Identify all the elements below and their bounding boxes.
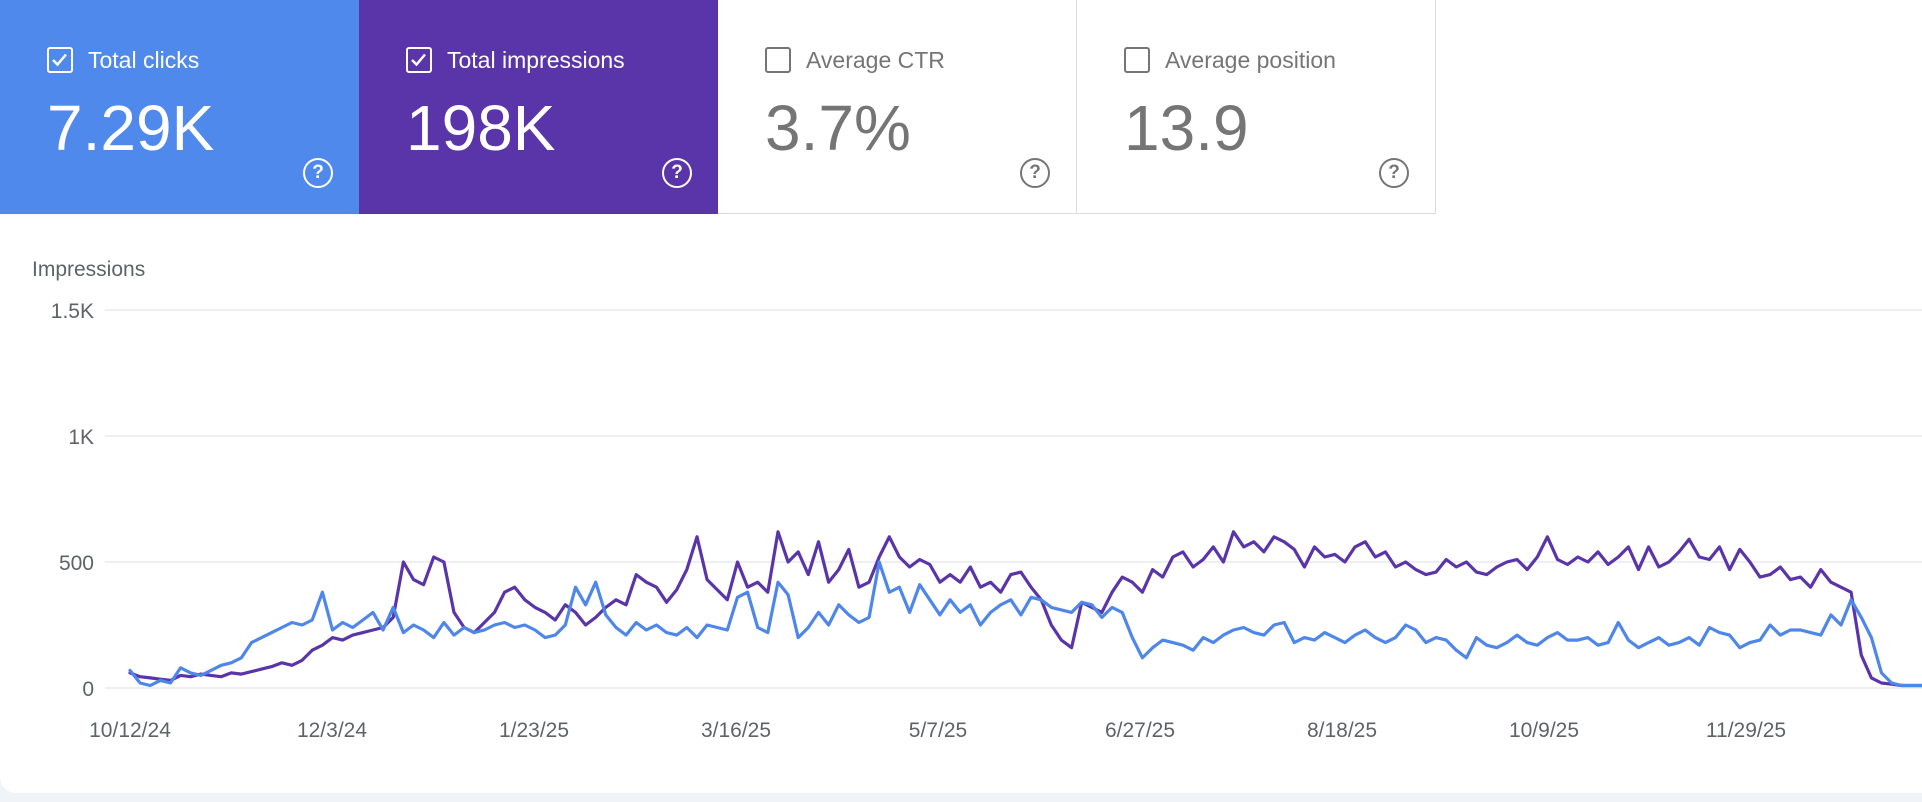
metric-total-clicks[interactable]: Total clicks 7.29K ? — [0, 0, 359, 214]
metric-label: Total clicks — [88, 47, 200, 73]
metric-average-position[interactable]: Average position 13.9 ? — [1077, 0, 1436, 214]
x-tick-label: 10/12/24 — [89, 719, 171, 742]
metric-value: 7.29K — [47, 92, 215, 164]
metric-label: Average position — [1165, 47, 1336, 73]
metric-cards: Total clicks 7.29K ? Total impressions 1… — [0, 0, 1436, 214]
checkbox-unchecked-icon[interactable] — [1124, 47, 1150, 73]
series-lines — [128, 530, 1922, 688]
help-circle-icon[interactable]: ? — [1379, 158, 1409, 188]
x-tick-label: 8/18/25 — [1307, 719, 1377, 742]
series-line-0 — [128, 530, 1922, 688]
help-circle-icon[interactable]: ? — [1020, 158, 1050, 188]
metric-value: 13.9 — [1124, 92, 1249, 164]
help-circle-icon[interactable]: ? — [303, 158, 333, 188]
metric-average-ctr[interactable]: Average CTR 3.7% ? — [718, 0, 1077, 214]
y-tick-label: 500 — [59, 552, 94, 575]
metric-label: Average CTR — [806, 47, 945, 73]
x-axis-ticks: 10/12/24 12/3/24 1/23/25 3/16/25 5/7/25 6/27/… — [89, 719, 1786, 742]
gridlines — [105, 309, 1922, 689]
series-line-1 — [128, 560, 1922, 688]
y-axis-title: Impressions — [32, 258, 145, 281]
x-tick-label: 12/3/24 — [297, 719, 367, 742]
checkbox-checked-icon[interactable] — [47, 47, 73, 73]
checkbox-checked-icon[interactable] — [406, 47, 432, 73]
metric-total-impressions[interactable]: Total impressions 198K ? — [359, 0, 718, 214]
x-tick-label: 1/23/25 — [499, 719, 569, 742]
x-tick-label: 11/29/25 — [1706, 719, 1786, 742]
help-circle-icon[interactable]: ? — [662, 158, 692, 188]
metric-label: Total impressions — [447, 47, 625, 73]
x-tick-label: 5/7/25 — [909, 719, 967, 742]
x-tick-label: 10/9/25 — [1509, 719, 1579, 742]
x-tick-label: 6/27/25 — [1105, 719, 1175, 742]
y-tick-label: 1K — [68, 426, 94, 449]
impressions-chart: Impressions 0 500 1K 1.5K 10/12/24 12/3/24 1/… — [32, 258, 1922, 742]
x-tick-label: 3/16/25 — [701, 719, 771, 742]
y-axis-ticks: 0 500 1K 1.5K — [51, 300, 94, 701]
checkbox-unchecked-icon[interactable] — [765, 47, 791, 73]
y-tick-label: 1.5K — [51, 300, 94, 323]
metric-value: 198K — [406, 92, 556, 164]
y-tick-label: 0 — [82, 678, 94, 701]
metric-value: 3.7% — [765, 92, 911, 164]
